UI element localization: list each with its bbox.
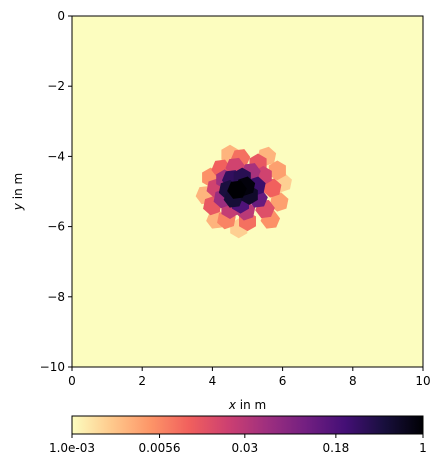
colorbar-tick-label: 1: [419, 441, 427, 455]
x-tick-label: 4: [209, 374, 217, 388]
y-axis: 0 −2 −4 −6 −8 −10: [40, 9, 72, 374]
heatmap-cells: [195, 144, 292, 239]
x-tick-label: 8: [349, 374, 357, 388]
colorbar: 1.0e-03 0.0056 0.03 0.18 1: [49, 415, 427, 455]
y-tick-label: −2: [47, 79, 65, 93]
y-tick-label: −8: [47, 290, 65, 304]
colorbar-tick-label: 0.03: [231, 441, 258, 455]
x-tick-label: 6: [279, 374, 287, 388]
x-axis-label: x in m: [228, 398, 266, 412]
heatmap-cell: [268, 160, 286, 181]
x-tick-label: 0: [68, 374, 76, 388]
colorbar-ticks: 1.0e-03 0.0056 0.03 0.18 1: [49, 434, 427, 455]
plot-frame: [71, 15, 424, 368]
y-tick-label: −4: [47, 149, 65, 163]
plot-area: [71, 15, 424, 368]
x-tick-label: 2: [138, 374, 146, 388]
y-tick-label: −6: [47, 220, 65, 234]
x-tick-label: 10: [415, 374, 430, 388]
heatmap-cell: [227, 180, 247, 199]
y-tick-label: −10: [40, 360, 65, 374]
y-axis-label: y in m: [11, 173, 25, 211]
colorbar-tick-label: 0.0056: [139, 441, 181, 455]
x-axis: 0 2 4 6 8 10: [68, 367, 431, 388]
y-tick-label: 0: [57, 9, 65, 23]
colorbar-tick-label: 0.18: [323, 441, 350, 455]
colorbar-tick-label: 1.0e-03: [49, 441, 95, 455]
colorbar-gradient: [71, 415, 424, 435]
